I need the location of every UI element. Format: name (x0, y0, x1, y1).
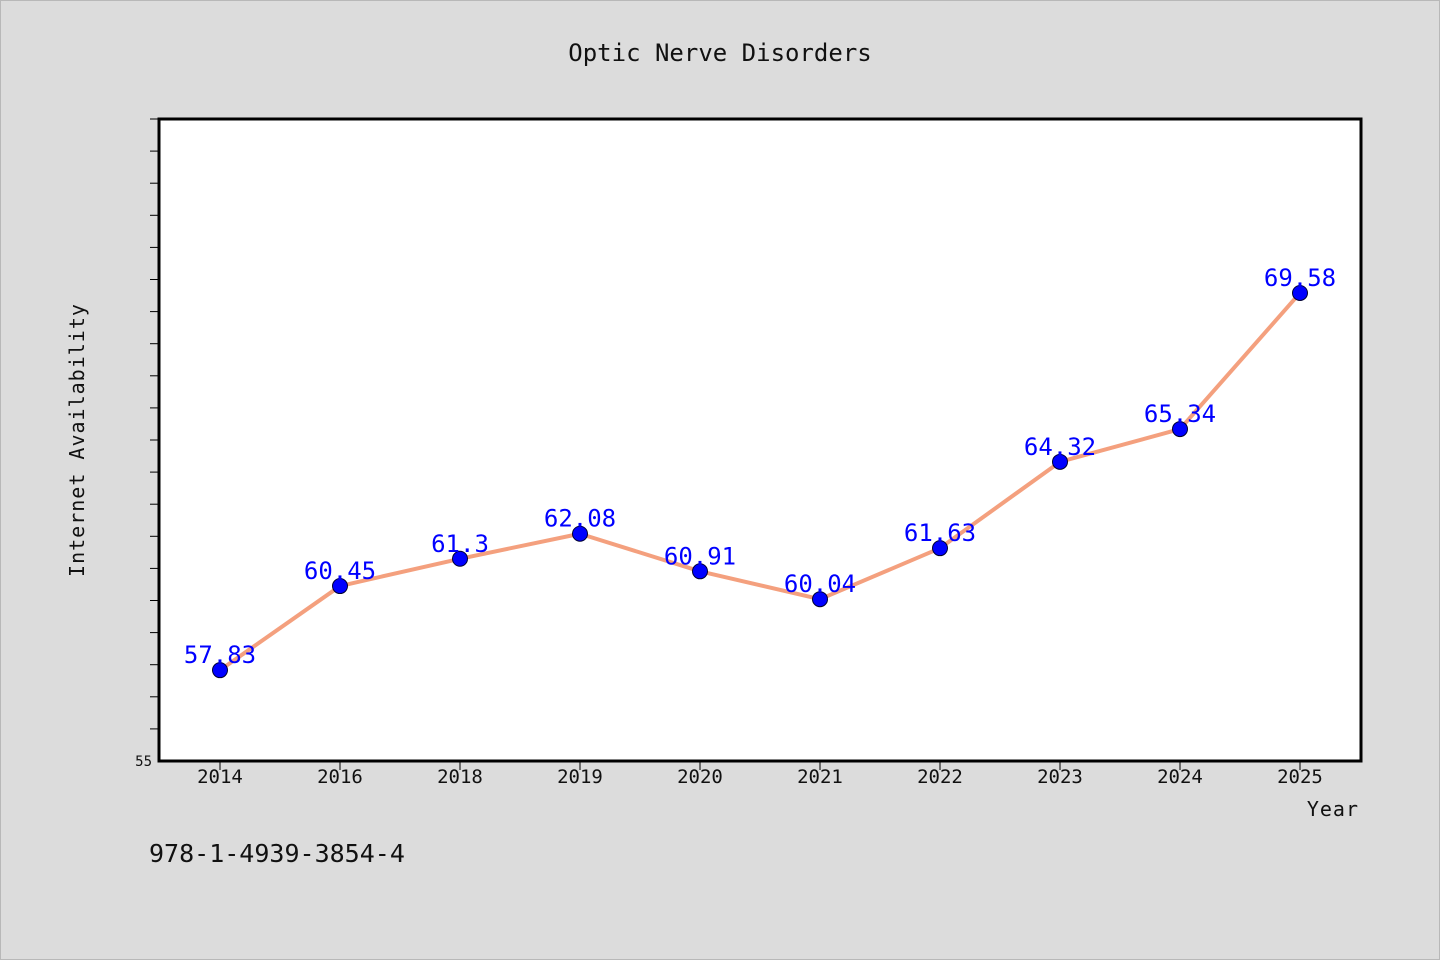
data-point (812, 591, 828, 608)
data-point (452, 550, 468, 567)
chart-title: Optic Nerve Disorders (568, 39, 871, 67)
data-label: 64.32 (1024, 433, 1096, 461)
x-tick-label: 2025 (1277, 766, 1323, 788)
data-label: 57.83 (184, 641, 256, 669)
data-points (212, 284, 1308, 679)
data-point (1292, 284, 1308, 301)
x-tick-label: 2014 (197, 766, 243, 788)
data-point (932, 540, 948, 557)
footer-code: 978-1-4939-3854-4 (149, 839, 405, 868)
x-tick-label: 2016 (317, 766, 363, 788)
series-line-group (218, 291, 1302, 672)
data-labels: 57.83 60.45 61.3 62.08 60.91 60.04 61.63 64.32 6… (184, 264, 1336, 669)
x-tick-label: 2020 (677, 766, 723, 788)
x-tick-label: 2021 (797, 766, 843, 788)
x-tick-label: 2022 (917, 766, 963, 788)
data-label: 60.04 (784, 570, 856, 598)
data-label: 69.58 (1264, 264, 1336, 292)
x-axis-label: Year (1307, 797, 1359, 821)
x-tick-label: 2019 (557, 766, 603, 788)
x-axis-ticks: 2014 2016 2018 2019 2020 2021 2022 2023 2024 2025 (197, 761, 1323, 788)
x-tick-label: 2024 (1157, 766, 1203, 788)
y-tick-label: 55 (135, 754, 152, 770)
y-axis-ticks: 55 (135, 118, 159, 770)
data-point (1052, 453, 1068, 470)
data-point (692, 563, 708, 580)
y-axis-label: Internet Availability (65, 303, 89, 577)
data-label: 61.63 (904, 519, 976, 547)
x-tick-label: 2023 (1037, 766, 1083, 788)
data-point (332, 578, 348, 595)
series-line (218, 291, 1302, 672)
data-point (572, 525, 588, 542)
data-label: 65.34 (1144, 400, 1216, 428)
plot-area (157, 117, 1363, 763)
data-label: 62.08 (544, 505, 616, 533)
x-tick-label: 2018 (437, 766, 483, 788)
data-label: 61.3 (431, 530, 489, 558)
data-label: 60.91 (664, 542, 736, 570)
data-point (212, 662, 228, 679)
data-point (1172, 421, 1188, 438)
data-label: 60.45 (304, 557, 376, 585)
